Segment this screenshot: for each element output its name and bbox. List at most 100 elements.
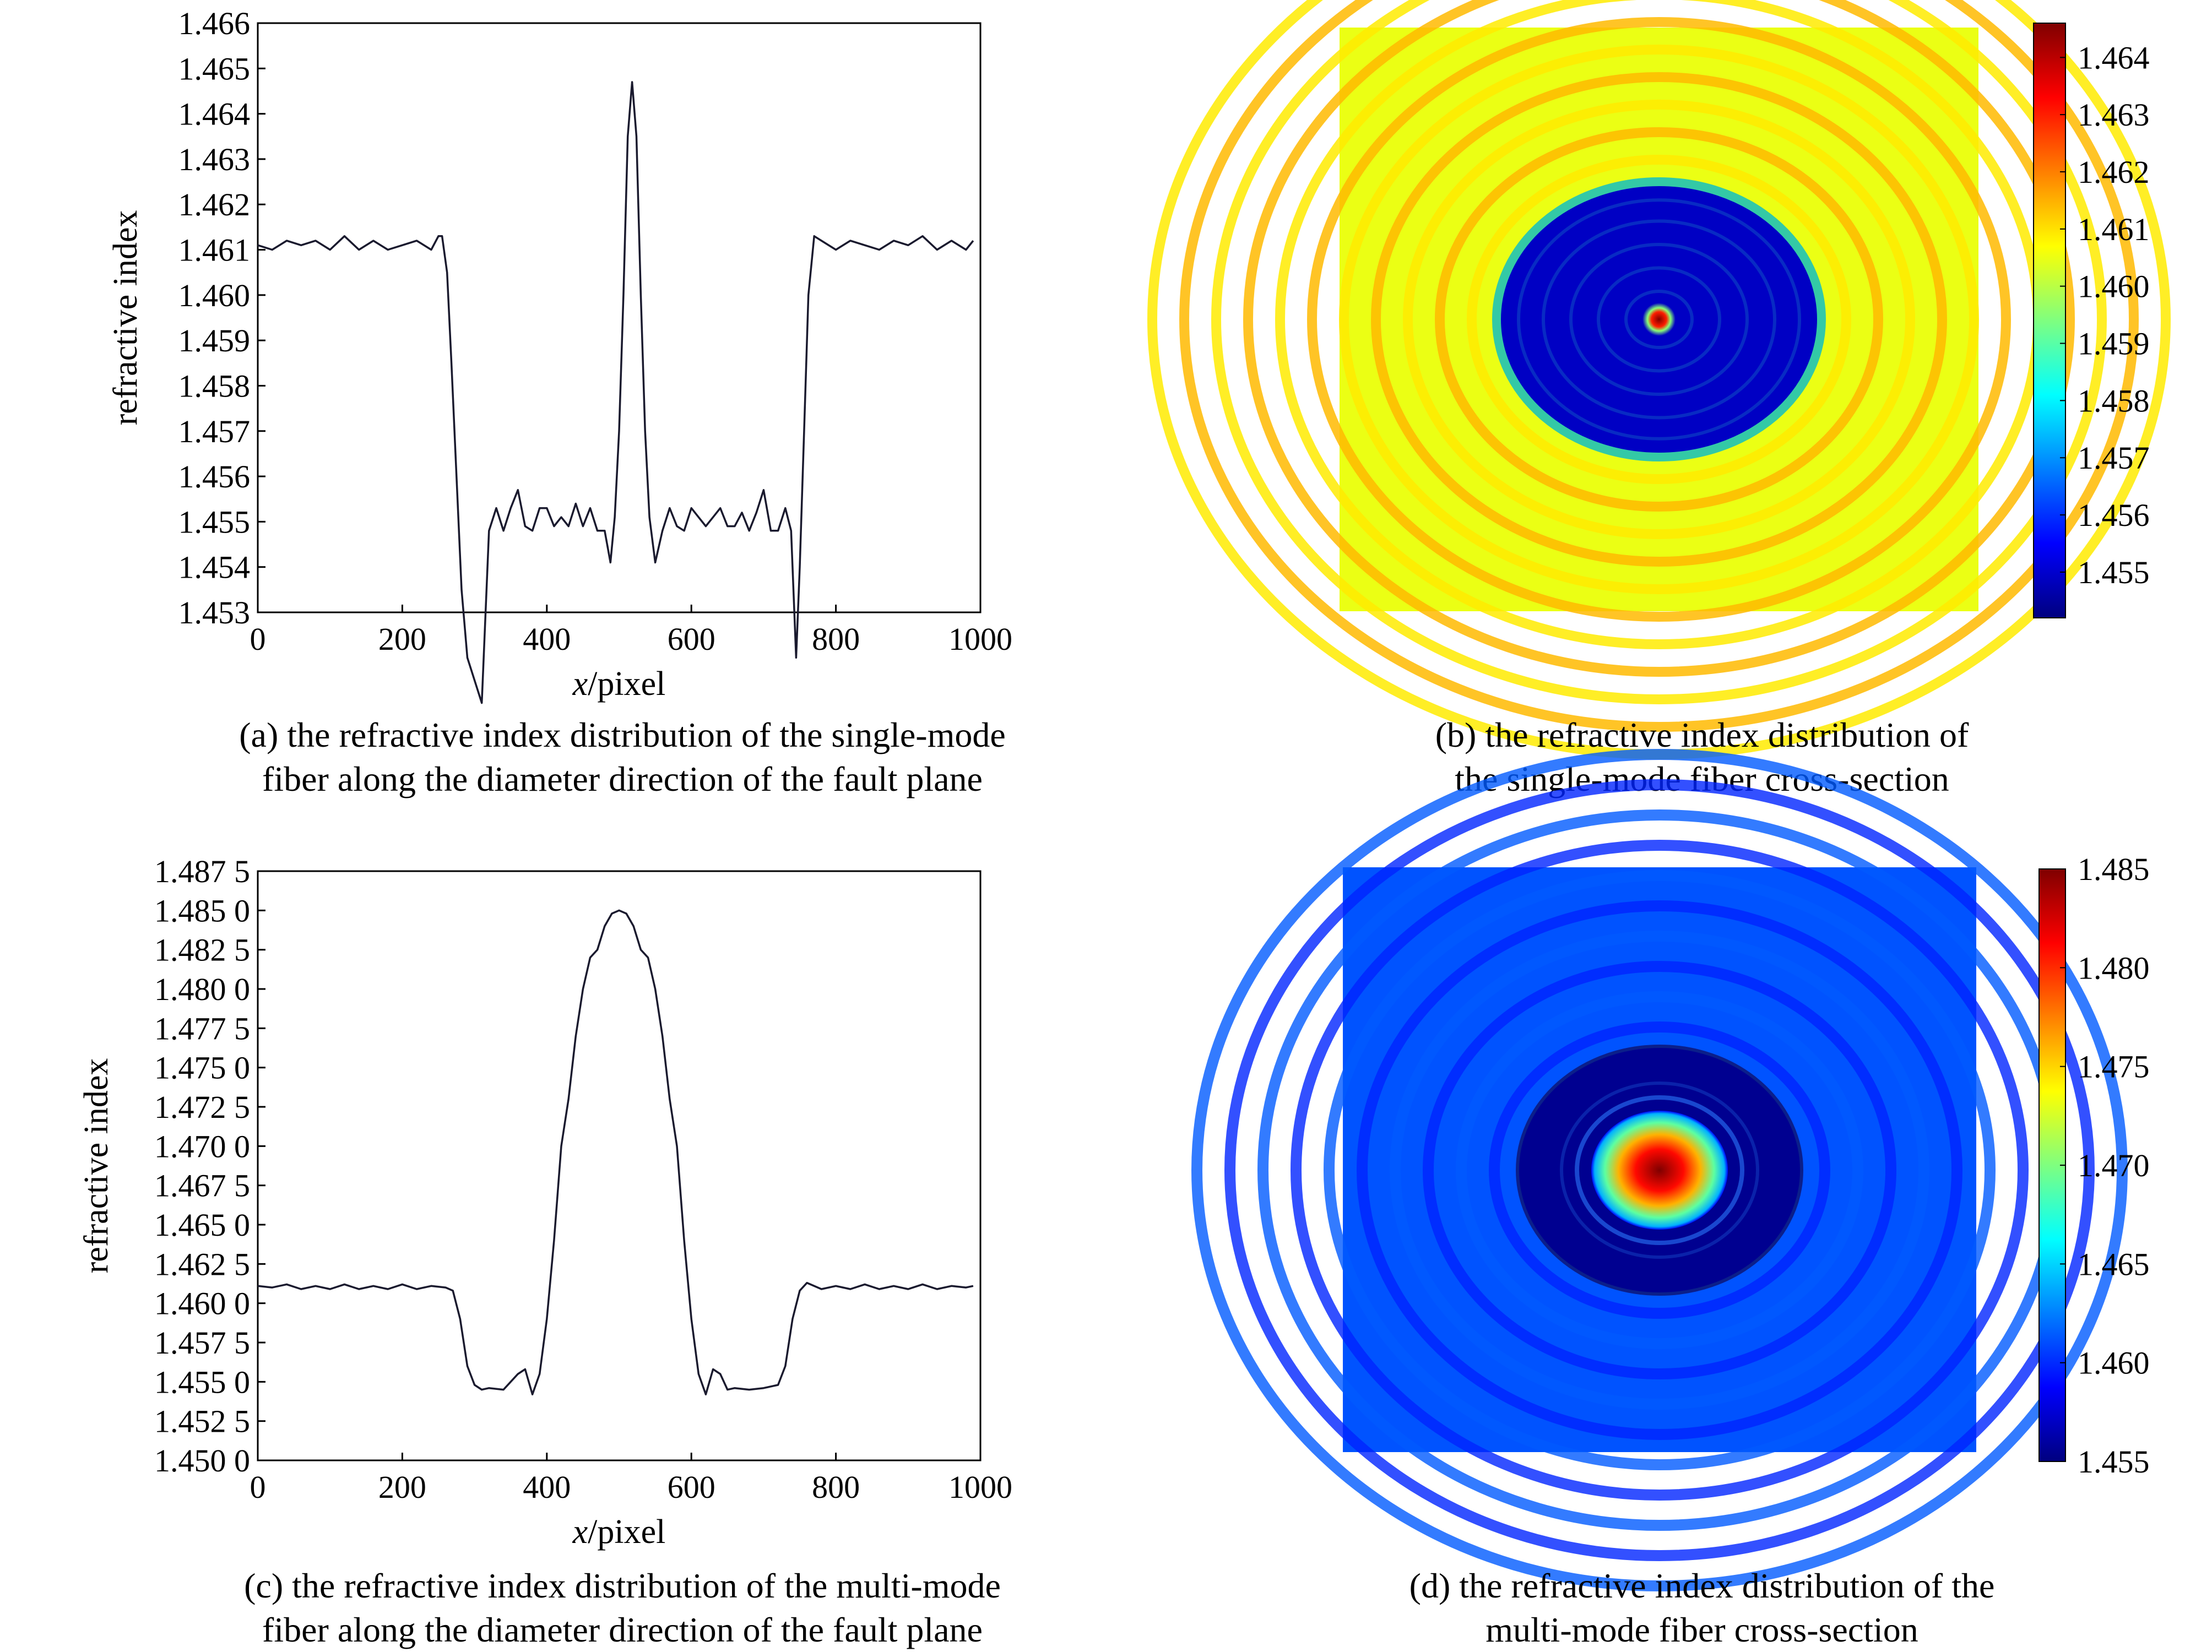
y-tick-label: 1.487 5 [154, 854, 250, 889]
caption-a: (a) the refractive index distribution of… [132, 713, 1113, 801]
y-tick-label: 1.462 [178, 187, 251, 222]
colorbar-tick-label: 1.480 [2078, 950, 2150, 986]
y-tick-label: 1.455 0 [154, 1364, 250, 1400]
y-tick-label: 1.454 [178, 550, 251, 585]
x-tick-label: 800 [812, 621, 860, 657]
y-tick-label: 1.452 5 [154, 1404, 250, 1439]
x-tick-label: 800 [812, 1469, 860, 1505]
series-line [257, 81, 974, 704]
cladding-ring [1179, 0, 2139, 732]
colorbar-tick-label: 1.455 [2078, 1444, 2150, 1480]
plot-frame [257, 870, 982, 1461]
y-tick-label: 1.477 5 [154, 1010, 250, 1046]
colorbar-tick-label: 1.455 [2078, 555, 2150, 590]
x-tick-label: 600 [668, 621, 715, 657]
series-line [257, 909, 974, 1395]
caption-d: (d) the refractive index distribution of… [1294, 1564, 2110, 1652]
y-tick-label: 1.464 [178, 96, 251, 132]
y-tick-label: 1.480 0 [154, 971, 250, 1007]
y-axis-label: refractive index [78, 1058, 115, 1274]
cladding-ring [1307, 17, 2011, 622]
center-peak [1591, 1111, 1728, 1230]
core-ring [1517, 198, 1801, 441]
cladding-ring [1357, 900, 1962, 1440]
y-tick-label: 1.458 [178, 368, 251, 404]
core-ring [1542, 219, 1776, 420]
x-tick-label: 1000 [948, 621, 1012, 657]
caption-a-line1: (a) the refractive index distribution of… [239, 715, 1006, 754]
y-tick-label: 1.450 0 [154, 1443, 250, 1479]
cladding-ring [1456, 991, 1863, 1349]
panel-c: 1.450 0 1.452 5 1.455 0 1.457 5 1.460 0 1.462… [0, 848, 1047, 1564]
y-axis-label: refractive index [107, 210, 144, 426]
cladding-ring [1390, 931, 1929, 1410]
cladding-ring [1371, 72, 1947, 567]
y-tick-label: 1.482 5 [154, 932, 250, 968]
cladding-ring [1435, 127, 1883, 512]
colorbar-tick-label: 1.462 [2078, 154, 2150, 190]
cladding-ring [1243, 0, 2075, 677]
chart-c-multi-mode-profile: 1.450 0 1.452 5 1.455 01.457 51.460 0 1.462… [78, 854, 1012, 1551]
y-tick-label: 1.457 5 [154, 1325, 250, 1361]
y-tick-label: 1.463 [178, 142, 251, 177]
core-ring [1624, 290, 1694, 349]
cladding-ring [1339, 45, 1979, 594]
core-ring [1560, 1082, 1759, 1259]
y-tick-label: 1.459 [178, 323, 251, 358]
y-tick-label: 1.462 5 [154, 1246, 250, 1282]
plot-frame [257, 22, 982, 613]
colorbar-tick-label: 1.470 [2078, 1148, 2150, 1183]
colorbar [2033, 23, 2066, 618]
y-tick-label: 1.485 0 [154, 893, 250, 928]
y-tick-label: 1.475 0 [154, 1050, 250, 1086]
core-ring [1569, 243, 1749, 396]
cladding-ring [1324, 870, 1996, 1470]
y-tick-label: 1.470 0 [154, 1128, 250, 1164]
cladding-ring [1489, 1021, 1830, 1319]
panel-a: 1.453 1.454 1.455 1.456 1.457 1.458 1.459 1.460… [0, 0, 1047, 716]
colorbar-tick-label: 1.461 [2078, 211, 2150, 247]
cladding-ring [1423, 961, 1896, 1379]
panel-b: 1.455 1.456 1.457 1.458 1.459 1.460 1.461 1.462… [1147, 0, 2192, 759]
caption-b-line1: (b) the refractive index distribution of [1435, 715, 1969, 754]
y-tick-label: 1.466 [178, 6, 251, 41]
colorbar-tick-label: 1.464 [2078, 40, 2150, 75]
x-tick-label: 400 [523, 1469, 571, 1505]
x-tick-label: 200 [378, 1469, 426, 1505]
y-tick-label: 1.465 0 [154, 1207, 250, 1243]
cladding-ring [1403, 100, 1915, 539]
x-axis-label: x/pixel [572, 1513, 666, 1551]
colorbar-tick-label: 1.475 [2078, 1049, 2150, 1085]
y-tick-label: 1.467 5 [154, 1168, 250, 1204]
y-tick-label: 1.460 0 [154, 1286, 250, 1322]
y-tick-label: 1.453 [178, 595, 251, 631]
colorbar-tick-label: 1.465 [2078, 1246, 2150, 1282]
heatmap-d-multi-mode-cross-section: 1.455 1.460 1.465 1.470 1.475 1.480 1.485 [1191, 749, 2150, 1591]
colorbar-tick-label: 1.460 [2078, 269, 2150, 305]
x-tick-label: 0 [250, 1469, 266, 1505]
caption-d-line1: (d) the refractive index distribution of… [1409, 1566, 1995, 1605]
x-tick-label: 600 [668, 1469, 715, 1505]
x-tick-label: 200 [378, 621, 426, 657]
caption-d-line2: multi-mode fiber cross-section [1485, 1610, 1918, 1649]
x-tick-label: 0 [250, 621, 266, 657]
colorbar-tick-label: 1.463 [2078, 97, 2150, 133]
colorbar-tick-label: 1.460 [2078, 1345, 2150, 1381]
y-tick-label: 1.460 [178, 278, 251, 313]
x-axis-label: x/pixel [572, 665, 666, 703]
colorbar-tick-label: 1.459 [2078, 326, 2150, 362]
cladding-ring [1191, 749, 2128, 1591]
y-tick-label: 1.456 [178, 459, 251, 494]
colorbar-tick-label: 1.458 [2078, 383, 2150, 419]
y-tick-label: 1.455 [178, 504, 251, 540]
y-tick-label: 1.472 5 [154, 1089, 250, 1125]
core-ring [1575, 1095, 1744, 1245]
colorbar-tick-label: 1.485 [2078, 851, 2150, 887]
cladding-ring [1467, 155, 1851, 484]
center-peak [1642, 303, 1676, 336]
caption-c-line2: fiber along the diameter direction of th… [262, 1610, 983, 1649]
caption-c-line1: (c) the refractive index distribution of… [244, 1566, 1001, 1605]
caption-a-line2: fiber along the diameter direction of th… [262, 759, 983, 798]
x-tick-label: 400 [523, 621, 571, 657]
cladding-ring [1291, 840, 2029, 1501]
